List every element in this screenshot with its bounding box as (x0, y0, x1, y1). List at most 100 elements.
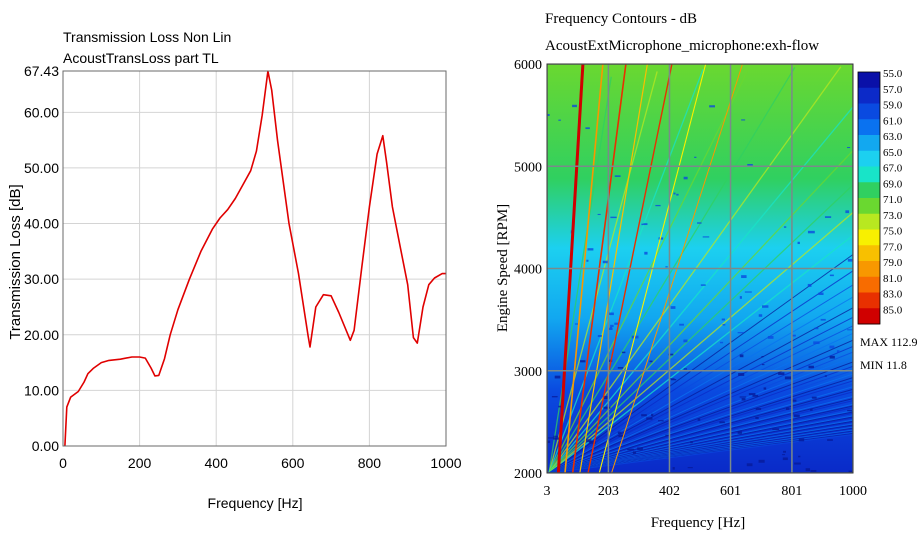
fc-speckle (658, 237, 664, 240)
fc-speckle (676, 193, 679, 196)
fc-speckle (810, 408, 813, 411)
legend-level-label: 55.0 (883, 68, 903, 80)
fc-speckle (646, 417, 653, 420)
legend-swatch (858, 213, 880, 230)
fc-speckle (672, 467, 675, 470)
tl-chart-title: Transmission Loss Non Lin (63, 29, 231, 45)
fc-speckle (649, 360, 653, 363)
legend-swatch (858, 103, 880, 120)
fc-speckle (690, 441, 693, 444)
fc-speckle (671, 378, 677, 381)
fc-order-streak (548, 67, 750, 473)
frequency-contours-chart: Frequency Contours - dB AcoustExtMicroph… (495, 11, 918, 531)
fc-speckle (580, 360, 586, 363)
fc-speckle (694, 156, 697, 158)
fc-speckle (621, 351, 626, 354)
fc-order-streak (548, 307, 853, 473)
fc-speckle (665, 266, 668, 268)
fc-speckle (683, 176, 688, 180)
fc-speckle (609, 326, 613, 329)
fc-speckle (755, 416, 759, 419)
fc-speckle (738, 373, 745, 376)
fc-speckle (665, 434, 670, 436)
fc-speckle (739, 354, 744, 358)
fc-speckle (783, 450, 786, 453)
fc-speckle (655, 204, 661, 207)
fc-speckle (807, 283, 812, 287)
fc-speckle (586, 259, 589, 262)
fc-color-legend: 55.0 57.0 59.0 61.0 63.0 65.0 67.0 69.0 71.0 73.0… (857, 68, 903, 325)
fc-speckle (657, 420, 664, 422)
fc-speckle (670, 306, 676, 309)
fc-speckle (668, 353, 674, 356)
tl-y-axis-label: Transmission Loss [dB] (7, 184, 24, 339)
fc-order-streak (548, 377, 853, 473)
fc-speckle (792, 334, 796, 337)
fc-speckle (610, 216, 617, 219)
legend-swatch (858, 292, 880, 309)
fc-speckle (697, 222, 702, 224)
tl-plot-area (62, 70, 447, 447)
fc-speckle (763, 387, 767, 390)
fc-speckle (617, 431, 622, 434)
fc-speckle (805, 468, 811, 472)
legend-swatch (858, 166, 880, 183)
fc-speckle (547, 437, 555, 439)
fc-speckle (847, 258, 853, 262)
fc-speckle (608, 312, 614, 316)
legend-swatch (858, 198, 880, 215)
fc-speckle (761, 356, 764, 358)
fc-speckle (829, 345, 835, 349)
fc-speckle (836, 350, 840, 353)
fc-speckle (585, 127, 590, 130)
fc-speckle (597, 213, 601, 216)
fc-speckle (673, 192, 676, 195)
fc-speckle (794, 414, 800, 418)
legend-swatch (858, 150, 880, 167)
tl-chart-subtitle: AcoustTransLoss part TL (63, 50, 219, 66)
fc-speckle (782, 457, 788, 461)
fc-speckle (784, 376, 792, 380)
fc-speckle (808, 365, 814, 369)
fc-order-streak (548, 373, 853, 473)
legend-level-label: 79.0 (883, 257, 903, 269)
tl-y-tick-label: 0.00 (32, 438, 59, 454)
legend-swatch (858, 245, 880, 262)
fc-speckle (752, 394, 759, 397)
fc-order-streak (548, 332, 853, 473)
fc-y-tick-label: 6000 (514, 58, 542, 73)
fc-speckle (627, 448, 634, 451)
tl-x-tick-label: 0 (59, 455, 67, 471)
legend-level-label: 81.0 (883, 273, 903, 285)
fc-speckle (683, 368, 688, 370)
tl-y-tick-label: 20.00 (24, 327, 59, 343)
fc-speckle (737, 332, 745, 334)
tl-x-tick-label: 800 (358, 455, 382, 471)
fc-speckle (687, 467, 693, 469)
fc-speckle (847, 409, 853, 412)
fc-speckle (741, 119, 746, 121)
legend-swatch (858, 135, 880, 152)
fc-order-streak (548, 325, 853, 473)
fc-speckle (847, 146, 851, 149)
fc-speckle (744, 291, 752, 293)
fc-x-tick-label: 1000 (839, 484, 867, 499)
fc-x-ticks: 3 203 402 601 801 1000 (544, 484, 868, 499)
fc-speckle (614, 322, 619, 325)
fc-speckle (813, 341, 820, 345)
fc-order-streak (548, 270, 853, 473)
fc-x-tick-label: 203 (598, 484, 619, 499)
tl-y-ticks: 0.00 10.00 20.00 30.00 40.00 50.00 60.00 67.43 (24, 63, 59, 454)
legend-swatch (858, 276, 880, 293)
tl-x-axis-label: Frequency [Hz] (208, 495, 303, 511)
fc-speckle (848, 470, 853, 473)
fc-speckle (824, 375, 827, 377)
legend-level-label: 77.0 (883, 241, 903, 253)
fc-order-streak (548, 71, 658, 473)
legend-level-label: 57.0 (883, 84, 903, 96)
fc-speckle (632, 451, 637, 454)
fc-speckle (697, 418, 701, 421)
fc-speckle (741, 398, 746, 401)
legend-swatch (858, 72, 880, 89)
